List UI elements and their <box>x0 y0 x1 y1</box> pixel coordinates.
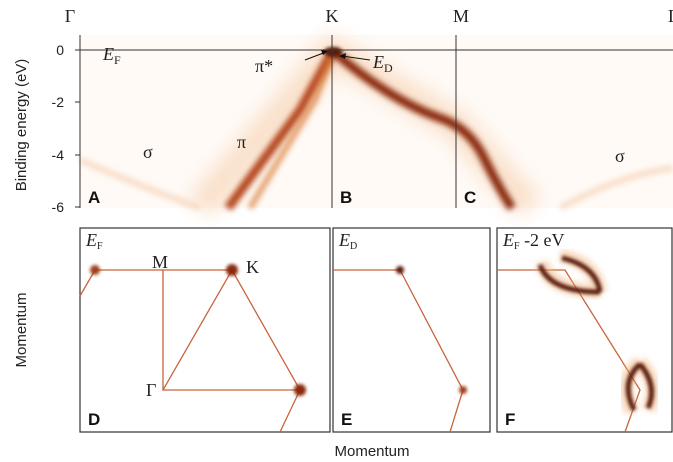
k-label: Γ <box>668 6 673 26</box>
annotation: σ <box>143 142 153 162</box>
panel-letter: B <box>340 188 352 207</box>
brillouin-zone <box>333 270 463 432</box>
frame <box>333 228 490 432</box>
brillouin-zone <box>80 270 300 432</box>
spot <box>226 264 238 276</box>
spot <box>396 266 404 274</box>
k-label: K <box>326 6 339 26</box>
y-axis-title: Momentum <box>13 292 30 367</box>
point-label: M <box>152 252 168 272</box>
energy-label: EF -2 eV <box>502 230 565 252</box>
point-label: K <box>246 257 259 277</box>
y-tick-label: -2 <box>52 94 65 110</box>
y-tick-label: 0 <box>56 42 64 58</box>
spot <box>90 265 100 275</box>
k-label: M <box>453 6 469 26</box>
panel-e <box>333 228 490 432</box>
panel-d <box>80 228 330 432</box>
energy-label: ED <box>338 230 357 252</box>
panel-f <box>497 228 672 432</box>
annotation: π* <box>255 56 273 76</box>
panel-letter: E <box>341 410 352 429</box>
spot <box>294 384 306 396</box>
point-label: Γ <box>146 380 156 400</box>
spot <box>459 386 467 394</box>
k-label: Γ <box>65 6 75 26</box>
annotation: σ <box>615 146 625 166</box>
frame <box>80 228 330 432</box>
annotation: π <box>237 132 246 152</box>
panel-letter: F <box>505 410 515 429</box>
panel-letter: A <box>88 188 100 207</box>
x-axis-title: Momentum <box>334 443 409 460</box>
figure: Γ K M Γ 0 -2 -4 -6 Binding energy (eV) E… <box>0 0 673 462</box>
panel-letter: C <box>464 188 476 207</box>
y-tick-label: -6 <box>52 199 65 215</box>
y-tick-label: -4 <box>52 147 65 163</box>
panel-letter: D <box>88 410 100 429</box>
energy-label: EF <box>85 230 103 252</box>
y-axis-title: Binding energy (eV) <box>13 59 30 192</box>
